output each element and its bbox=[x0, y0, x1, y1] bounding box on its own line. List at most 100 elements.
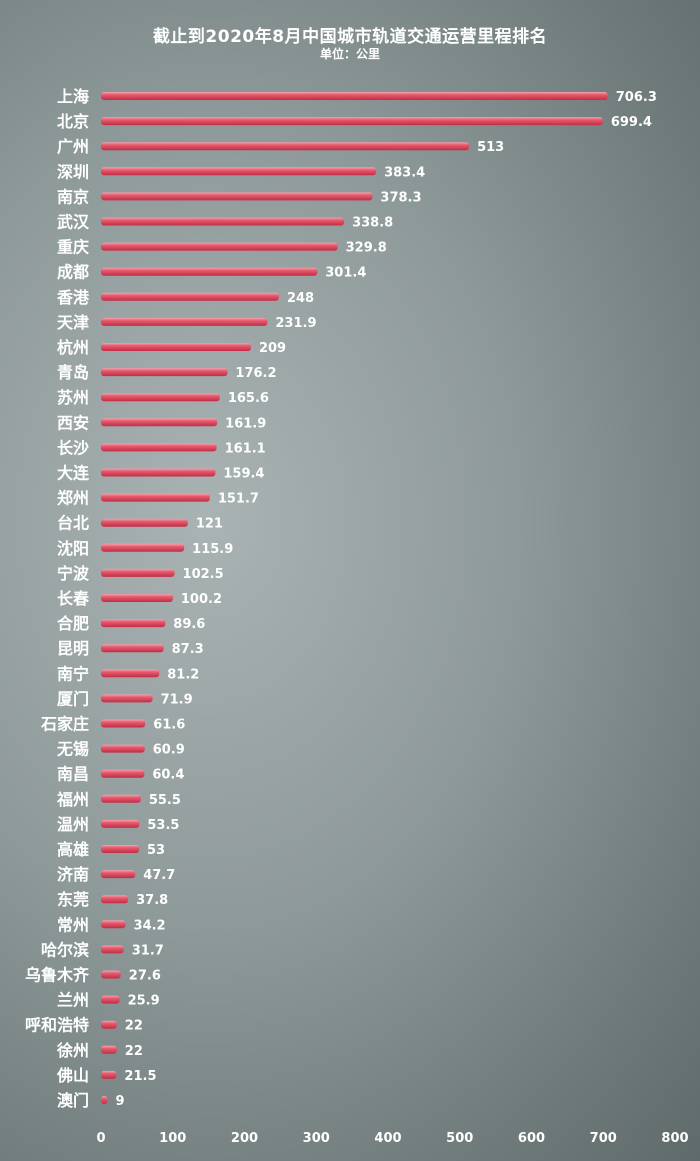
value-label: 165.6 bbox=[228, 391, 269, 406]
category-label: 台北 bbox=[57, 514, 89, 533]
category-label: 天津 bbox=[57, 313, 89, 332]
category-label: 西安 bbox=[57, 413, 89, 432]
category-label: 杭州 bbox=[57, 338, 89, 357]
bar bbox=[101, 142, 470, 151]
bar bbox=[101, 317, 268, 326]
bar bbox=[101, 418, 218, 427]
category-label: 合肥 bbox=[57, 614, 89, 633]
bar bbox=[101, 242, 338, 251]
value-label: 378.3 bbox=[380, 190, 421, 205]
category-label: 沈阳 bbox=[57, 539, 89, 558]
value-label: 21.5 bbox=[124, 1069, 156, 1084]
bar bbox=[101, 543, 185, 552]
category-label: 温州 bbox=[56, 815, 89, 834]
bar bbox=[101, 1020, 117, 1029]
chart-unit-subtitle: 单位：公里 bbox=[319, 47, 380, 61]
x-tick-label: 0 bbox=[96, 1131, 105, 1146]
x-tick-label: 300 bbox=[303, 1131, 330, 1146]
bar bbox=[101, 744, 145, 753]
category-label: 常州 bbox=[57, 915, 89, 934]
category-label: 长沙 bbox=[57, 438, 89, 457]
category-label: 徐州 bbox=[56, 1041, 89, 1060]
value-label: 53.5 bbox=[147, 818, 179, 833]
value-label: 121 bbox=[196, 517, 223, 532]
category-label: 苏州 bbox=[57, 388, 89, 407]
bar bbox=[101, 343, 251, 351]
value-label: 81.2 bbox=[167, 667, 199, 682]
value-label: 338.8 bbox=[352, 216, 393, 231]
bar bbox=[101, 594, 173, 602]
value-label: 89.6 bbox=[173, 617, 205, 632]
category-label: 上海 bbox=[57, 87, 89, 106]
value-label: 71.9 bbox=[161, 692, 193, 707]
bar bbox=[101, 167, 377, 176]
value-label: 31.7 bbox=[132, 943, 164, 958]
category-label: 武汉 bbox=[57, 213, 90, 232]
bar bbox=[101, 368, 228, 377]
bar bbox=[101, 644, 164, 653]
category-label: 大连 bbox=[57, 464, 90, 483]
bar bbox=[101, 895, 129, 904]
category-label: 香港 bbox=[56, 288, 90, 307]
value-label: 699.4 bbox=[611, 115, 652, 130]
category-label: 呼和浩特 bbox=[25, 1016, 89, 1035]
value-label: 87.3 bbox=[172, 642, 204, 657]
value-label: 513 bbox=[477, 140, 504, 155]
category-label: 南昌 bbox=[57, 765, 89, 784]
bar bbox=[101, 1070, 117, 1079]
category-label: 石家庄 bbox=[40, 715, 89, 734]
x-tick-label: 400 bbox=[374, 1131, 401, 1146]
value-label: 60.9 bbox=[153, 743, 185, 758]
category-label: 济南 bbox=[57, 865, 89, 884]
category-label: 青岛 bbox=[57, 363, 89, 382]
value-label: 37.8 bbox=[136, 893, 168, 908]
value-label: 706.3 bbox=[616, 90, 657, 105]
category-label: 南京 bbox=[57, 187, 89, 206]
bar bbox=[101, 117, 603, 126]
category-label: 高雄 bbox=[57, 840, 89, 859]
bar bbox=[101, 845, 140, 853]
category-label: 澳门 bbox=[57, 1091, 89, 1110]
category-label: 无锡 bbox=[56, 740, 89, 759]
bar bbox=[101, 819, 140, 828]
bar bbox=[101, 694, 153, 703]
bar bbox=[101, 292, 279, 301]
bar bbox=[101, 794, 141, 803]
bar bbox=[101, 217, 345, 226]
bar bbox=[101, 1096, 108, 1104]
x-tick-label: 200 bbox=[231, 1131, 258, 1146]
category-label: 福州 bbox=[56, 790, 89, 809]
category-label: 南宁 bbox=[57, 664, 89, 683]
category-label: 成都 bbox=[57, 263, 89, 282]
value-label: 60.4 bbox=[152, 768, 184, 783]
category-label: 北京 bbox=[57, 112, 89, 131]
value-label: 329.8 bbox=[346, 241, 387, 256]
value-label: 115.9 bbox=[192, 542, 233, 557]
x-tick-label: 700 bbox=[590, 1131, 617, 1146]
value-label: 161.1 bbox=[225, 441, 266, 456]
bar bbox=[101, 393, 220, 402]
bar bbox=[101, 619, 166, 628]
category-label: 佛山 bbox=[56, 1066, 89, 1085]
bar bbox=[101, 443, 217, 452]
category-label: 长春 bbox=[57, 589, 90, 608]
bar bbox=[101, 719, 146, 728]
category-label: 厦门 bbox=[57, 689, 89, 708]
value-label: 383.4 bbox=[384, 165, 425, 180]
value-label: 248 bbox=[287, 291, 314, 306]
bar bbox=[101, 669, 160, 678]
value-label: 301.4 bbox=[325, 266, 366, 281]
bar bbox=[101, 92, 608, 100]
value-label: 102.5 bbox=[183, 567, 224, 582]
category-label: 兰州 bbox=[57, 991, 89, 1010]
category-label: 重庆 bbox=[57, 238, 89, 257]
bar bbox=[101, 568, 175, 577]
category-label: 宁波 bbox=[57, 564, 90, 583]
category-label: 深圳 bbox=[57, 162, 89, 181]
value-label: 9 bbox=[115, 1094, 124, 1109]
x-tick-label: 500 bbox=[446, 1131, 473, 1146]
x-tick-label: 800 bbox=[661, 1131, 688, 1146]
value-label: 161.9 bbox=[225, 416, 266, 431]
bar bbox=[101, 970, 121, 979]
